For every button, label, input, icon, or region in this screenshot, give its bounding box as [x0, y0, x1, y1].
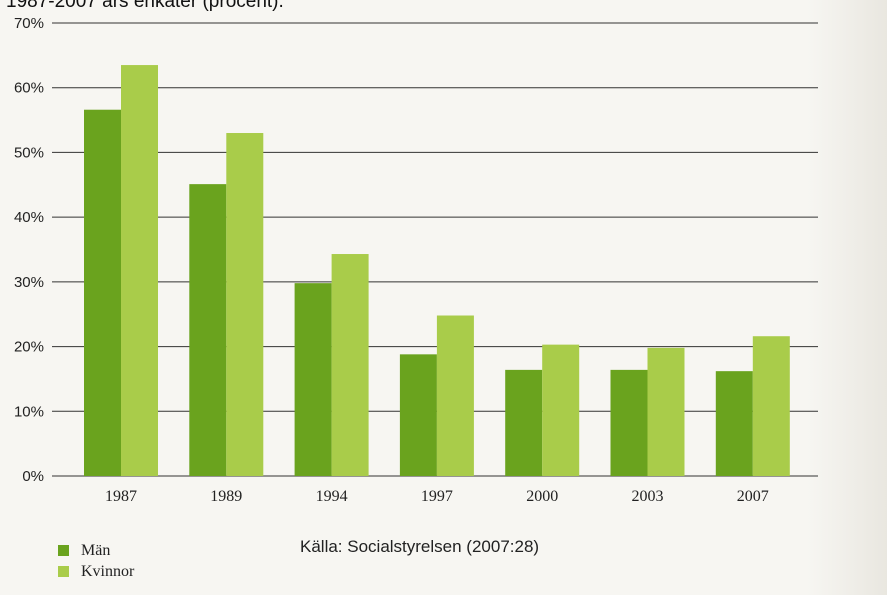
y-tick-label: 60% — [14, 80, 44, 97]
x-tick-label: 2007 — [737, 488, 769, 505]
bar-man — [189, 184, 227, 477]
bar-kvinnor — [436, 315, 474, 476]
y-tick-label: 10% — [14, 403, 44, 420]
x-tick-label: 1994 — [316, 488, 348, 505]
legend-item-man: Män — [58, 540, 134, 561]
bar-kvinnor — [647, 347, 685, 476]
page-edge-shadow — [807, 0, 887, 595]
bar-man — [610, 369, 648, 476]
source-note: Källa: Socialstyrelsen (2007:28) — [300, 537, 540, 556]
bar-kvinnor — [121, 65, 158, 477]
x-axis-ticks: 1987 1989 1994 1997 2000 2003 2007 — [105, 488, 769, 505]
x-tick-label: 1987 — [105, 488, 137, 505]
y-tick-label: 20% — [14, 339, 44, 356]
y-tick-label: 30% — [14, 274, 44, 291]
legend-swatch-man — [58, 545, 69, 556]
y-tick-label: 40% — [14, 209, 44, 226]
bar-kvinnor — [752, 336, 790, 476]
chart-caption: 1987-2007 års enkäter (procent). — [6, 0, 284, 12]
y-tick-label: 70% — [14, 15, 44, 32]
bar-kvinnor — [331, 254, 369, 476]
bar-man — [84, 109, 121, 477]
legend-swatch-kvinnor — [58, 566, 69, 577]
bar-kvinnor — [542, 344, 580, 476]
bar-man — [505, 369, 543, 476]
y-tick-label: 0% — [22, 468, 44, 485]
x-tick-label: 2000 — [526, 488, 558, 505]
x-tick-label: 1989 — [210, 488, 242, 505]
legend: Män Kvinnor — [58, 540, 134, 582]
legend-label-kvinnor: Kvinnor — [81, 562, 135, 580]
x-tick-label: 1997 — [421, 488, 453, 505]
y-tick-label: 50% — [14, 144, 44, 161]
bar-kvinnor — [226, 133, 264, 476]
legend-item-kvinnor: Kvinnor — [58, 561, 134, 582]
bar-man — [715, 371, 753, 476]
x-tick-label: 2003 — [632, 488, 664, 505]
legend-label-man: Män — [81, 541, 111, 559]
y-axis-ticks: 0% 10% 20% 30% 40% 50% 60% 70% — [14, 15, 44, 485]
bar-man — [294, 283, 332, 476]
bar-man — [399, 354, 437, 476]
bars — [84, 65, 790, 477]
